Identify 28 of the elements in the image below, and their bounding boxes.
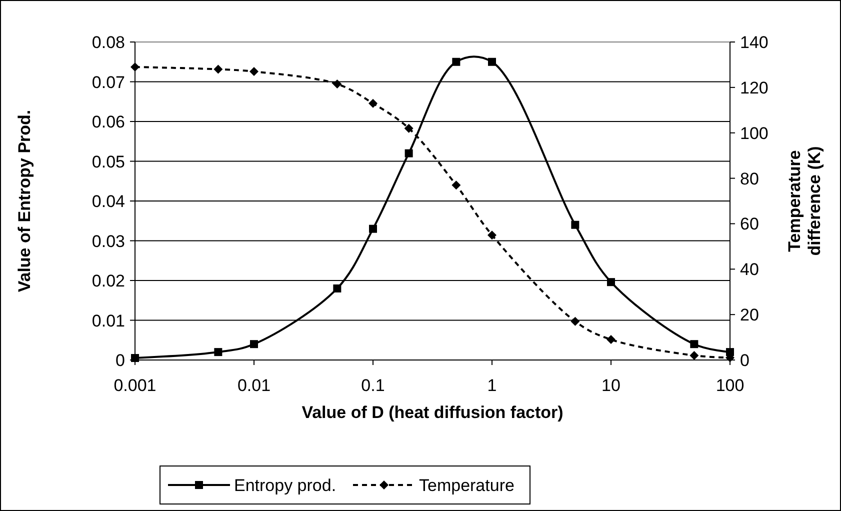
- legend-label: Entropy prod.: [234, 476, 336, 495]
- x-tick-label: 0.001: [114, 376, 156, 395]
- y2-tick-label: 140: [740, 33, 768, 52]
- y2-tick-label: 40: [740, 260, 759, 280]
- x-tick-label: 10: [602, 376, 620, 395]
- x-tick-label: 100: [716, 376, 744, 395]
- y-tick-label: 0.07: [92, 72, 125, 92]
- x-tick-label: 0.1: [361, 376, 385, 395]
- x-tick-label: 0.01: [237, 376, 271, 395]
- legend-label: Temperature: [419, 476, 514, 495]
- y-tick-label: 0: [116, 351, 125, 370]
- y-tick-label: 0.04: [92, 192, 125, 211]
- y-tick-label: 0.02: [92, 272, 125, 290]
- y-tick-label: 0.06: [92, 112, 125, 132]
- y-tick-label: 0.05: [92, 152, 125, 172]
- y2-tick-label: 60: [740, 214, 759, 234]
- y2-tick-label: 100: [740, 124, 768, 143]
- y-tick-label: 0.03: [92, 232, 125, 251]
- x-tick-label: 1: [487, 376, 497, 395]
- y2-axis-title: Temperature difference (K): [785, 146, 824, 256]
- y2-tick-label: 20: [740, 306, 759, 325]
- y2-tick-label: 120: [740, 78, 768, 98]
- y2-tick-label: 0: [740, 351, 750, 370]
- y-tick-label: 0.01: [92, 311, 125, 330]
- x-axis-title: Value of D (heat diffusion factor): [302, 403, 564, 422]
- y-tick-label: 0.08: [92, 33, 125, 52]
- y2-tick-label: 80: [740, 169, 759, 188]
- y-axis-title: Value of Entropy Prod.: [15, 110, 34, 292]
